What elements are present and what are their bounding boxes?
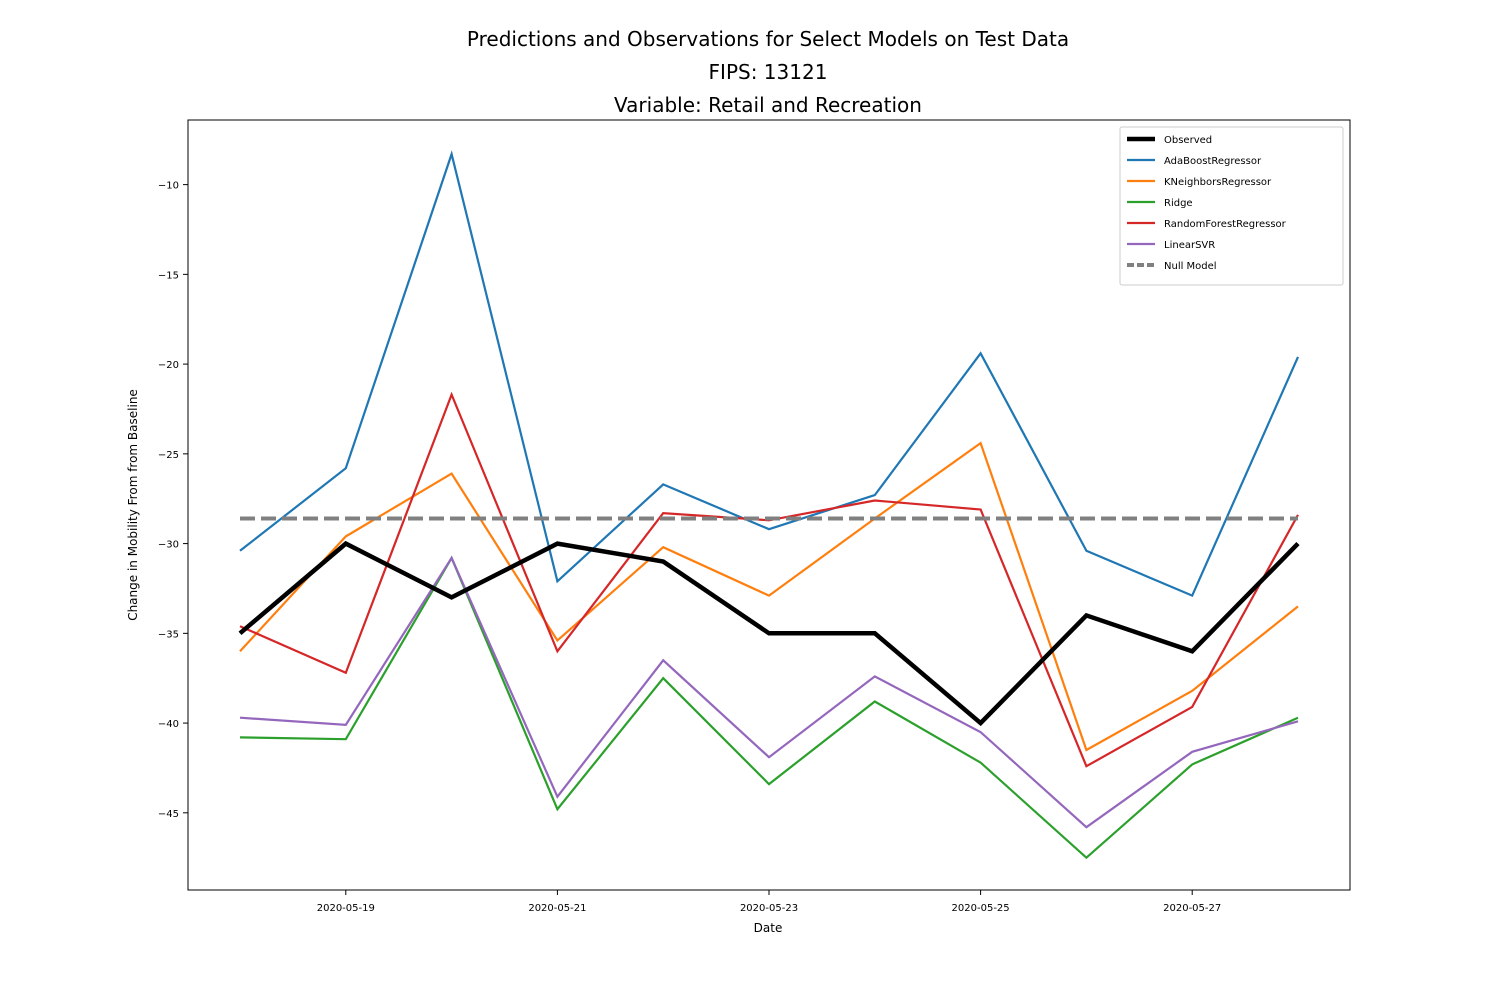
x-axis-label: Date [754, 921, 783, 935]
y-tick-label: −35 [158, 629, 179, 640]
series-line-randomforestregressor [239, 391, 1299, 768]
series-line-adaboostregressor [239, 150, 1300, 598]
x-tick-label: 2020-05-23 [740, 903, 798, 914]
y-tick-label: −40 [158, 719, 179, 730]
legend: Observed AdaBoostRegressor KNeighborsRegre… [1119, 126, 1344, 286]
legend-label-randomforestregressor: RandomForestRegressor [1164, 219, 1287, 230]
x-axis-ticks: 2020-05-19 2020-05-21 2020-05-23 2020-05-25… [317, 890, 1221, 914]
series-line-ridge [239, 555, 1299, 860]
legend-label-linearsvr: LinearSVR [1164, 240, 1215, 251]
y-tick-label: −20 [158, 360, 179, 371]
chart-title-line-1: Predictions and Observations for Select … [467, 27, 1069, 51]
x-tick-label: 2020-05-19 [317, 903, 375, 914]
y-axis-ticks: −10 −15 −20 −25 −30 −35 −40 −45 [158, 181, 188, 820]
chart-title-line-3: Variable: Retail and Recreation [614, 93, 922, 117]
legend-label-adaboostregressor: AdaBoostRegressor [1164, 156, 1262, 167]
legend-label-null-model: Null Model [1164, 261, 1217, 272]
chart-title-line-2: FIPS: 13121 [709, 60, 828, 84]
x-tick-label: 2020-05-25 [952, 903, 1010, 914]
series-line-linearsvr [239, 555, 1299, 829]
y-tick-label: −45 [158, 809, 179, 820]
legend-box [1119, 126, 1344, 286]
legend-label-observed: Observed [1164, 135, 1212, 146]
y-tick-label: −10 [158, 181, 179, 192]
series-line-kneighborsregressor [239, 441, 1299, 752]
legend-label-kneighborsregressor: KNeighborsRegressor [1164, 177, 1272, 188]
legend-label-ridge: Ridge [1164, 198, 1193, 209]
series-line-observed [238, 540, 1300, 727]
x-tick-label: 2020-05-27 [1163, 903, 1221, 914]
y-tick-label: −25 [158, 450, 179, 461]
series-layer [238, 150, 1300, 860]
x-tick-label: 2020-05-21 [528, 903, 586, 914]
y-tick-label: −30 [158, 540, 179, 551]
y-axis-label: Change in Mobility From from Baseline [126, 389, 140, 621]
y-tick-label: −15 [158, 270, 179, 281]
